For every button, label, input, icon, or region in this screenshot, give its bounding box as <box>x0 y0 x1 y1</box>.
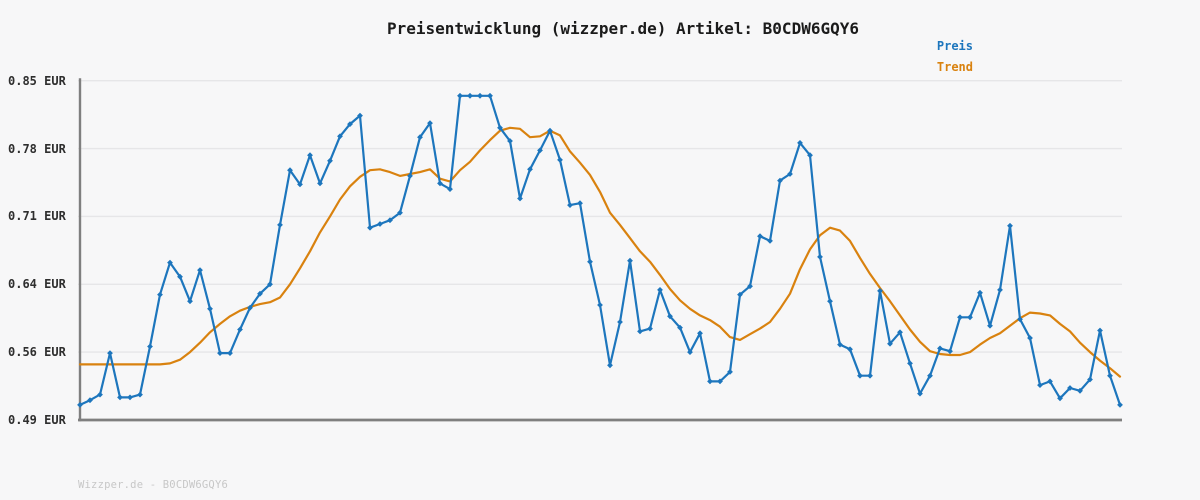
chart-title: Preisentwicklung (wizzper.de) Artikel: B… <box>386 19 859 38</box>
y-tick-label: 0.78 EUR <box>8 141 66 156</box>
y-tick-label: 0.56 EUR <box>8 345 66 360</box>
y-tick-label: 0.64 EUR <box>8 277 66 292</box>
chart-legend: Preis Trend <box>937 36 973 78</box>
price-markers <box>77 92 1123 408</box>
price-line <box>78 94 1122 406</box>
y-tick-label: 0.49 EUR <box>8 413 66 427</box>
legend-item-preis: Preis <box>936 39 973 53</box>
y-tick-label: 0.71 EUR <box>8 209 66 224</box>
watermark: Wizzper.de - B0CDW6GQY6 <box>78 479 228 491</box>
trend-line <box>78 126 1122 378</box>
y-tick-label: 0.85 EUR <box>8 73 66 88</box>
legend-item-trend: Trend <box>936 60 973 74</box>
